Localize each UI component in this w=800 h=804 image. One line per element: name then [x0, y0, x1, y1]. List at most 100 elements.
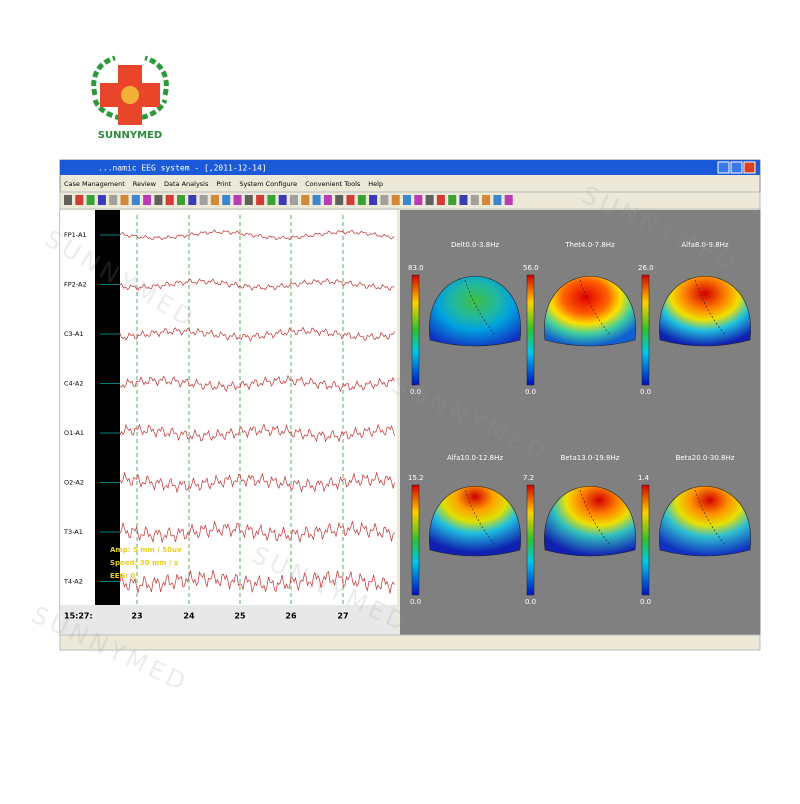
menu-bar: Case Management Review Data Analysis Print S…	[64, 180, 383, 188]
tool-icon[interactable]	[97, 195, 106, 205]
head-map	[544, 276, 636, 347]
channel-label: T4-A2	[63, 578, 83, 586]
channel-label: FP1-A1	[64, 231, 87, 239]
menu-item[interactable]: Convenient Tools	[305, 180, 361, 188]
color-min: 0.0	[525, 598, 536, 606]
tool-icon[interactable]	[177, 195, 185, 205]
second-label: 24	[183, 612, 195, 621]
tool-icon[interactable]	[143, 195, 152, 205]
brand: SUNNYMED	[98, 130, 162, 141]
tool-icon[interactable]	[222, 195, 231, 205]
tool-icon[interactable]	[86, 195, 95, 205]
menu-item[interactable]: Review	[133, 180, 157, 188]
tool-icon[interactable]	[244, 195, 253, 205]
map-title: Beta20.0-30.8Hz	[676, 454, 735, 462]
color-max: 83.0	[408, 264, 424, 272]
eeg-trace	[119, 423, 395, 443]
tool-icon[interactable]	[391, 195, 400, 205]
status-bar	[59, 634, 761, 651]
channel-label: FP2-A2	[64, 281, 87, 289]
tool-icon[interactable]	[448, 195, 457, 205]
marker-strip	[95, 210, 120, 605]
menu-item[interactable]: Data Analysis	[164, 180, 209, 188]
tool-icon[interactable]	[436, 195, 445, 205]
tool-icon[interactable]	[380, 195, 389, 205]
tool-icon[interactable]	[312, 195, 321, 205]
color-bar	[641, 274, 650, 386]
map-title: Beta13.0-19.8Hz	[561, 454, 620, 462]
menu-item[interactable]: Case Management	[64, 180, 125, 188]
channel-label: O1-A1	[64, 429, 84, 437]
tool-icon[interactable]	[165, 195, 174, 205]
topo-maps: Delt0.0-3.8Hz 83.0 0.0 Thet4.0-7.8Hz 56.0 0.0…	[408, 241, 751, 606]
minimize-button[interactable]	[717, 161, 730, 174]
tool-icon[interactable]	[120, 195, 129, 205]
tool-icon[interactable]	[75, 195, 84, 205]
eeg-trace	[119, 326, 395, 342]
color-bar	[526, 484, 535, 596]
head-contour	[579, 279, 611, 336]
menu-item[interactable]: Print	[216, 180, 231, 188]
tool-icon[interactable]	[470, 195, 479, 205]
tool-icon[interactable]	[459, 195, 468, 205]
tool-icon[interactable]	[504, 195, 513, 205]
menu-item[interactable]: Help	[368, 180, 383, 188]
color-max: 15.2	[408, 474, 424, 482]
tool-icon[interactable]	[369, 195, 378, 205]
second-label: 23	[131, 612, 142, 621]
tool-icon[interactable]	[493, 195, 502, 205]
info-text: EEG: 0	[110, 572, 136, 580]
channel-label: C3-A1	[64, 330, 83, 338]
tool-icon[interactable]	[188, 195, 197, 205]
eeg-trace	[119, 570, 395, 594]
tool-icon[interactable]	[346, 195, 355, 205]
tool-icon[interactable]	[131, 195, 140, 205]
tool-icon[interactable]	[425, 195, 434, 205]
map-title: Delt0.0-3.8Hz	[451, 241, 499, 249]
head-contour	[579, 489, 611, 546]
tool-icon[interactable]	[154, 195, 163, 205]
tool-icon[interactable]	[414, 195, 423, 205]
color-min: 0.0	[410, 598, 421, 606]
tool-icon[interactable]	[482, 195, 491, 205]
map-title: Alfa10.0-12.8Hz	[447, 454, 503, 462]
tool-icon[interactable]	[64, 195, 72, 205]
tool-icon[interactable]	[335, 195, 344, 205]
logo: SUNNYMED	[91, 55, 169, 141]
title-bar	[60, 160, 760, 175]
tool-icon[interactable]	[109, 195, 118, 205]
window-title: ...namic EEG system - [,2011-12-14]	[98, 164, 267, 173]
head-map	[429, 276, 521, 347]
color-bar	[641, 484, 650, 596]
color-max: 1.4	[638, 474, 650, 482]
second-label: 25	[234, 612, 246, 621]
tool-icon[interactable]	[403, 195, 411, 205]
color-max: 7.2	[523, 474, 534, 482]
tool-icon[interactable]	[301, 195, 310, 205]
tool-icon[interactable]	[290, 195, 298, 205]
time-bar	[60, 605, 397, 635]
tool-icon[interactable]	[233, 195, 242, 205]
head-contour	[694, 279, 726, 336]
close-button[interactable]	[743, 161, 756, 174]
maximize-button[interactable]	[730, 161, 743, 174]
eeg-trace	[119, 278, 395, 291]
second-label: 27	[337, 612, 348, 621]
tool-icon[interactable]	[278, 195, 287, 205]
tool-icon[interactable]	[256, 195, 265, 205]
tool-icon[interactable]	[210, 195, 219, 205]
head-contour	[464, 489, 496, 546]
menu-item[interactable]: System Configure	[239, 180, 297, 188]
tool-icon[interactable]	[357, 195, 366, 205]
tool-icon[interactable]	[199, 195, 208, 205]
head-contour	[694, 489, 726, 546]
tool-icon[interactable]	[267, 195, 276, 205]
head-map	[544, 486, 636, 557]
eeg-traces: 15:27: 23 24 25 26 27 FP1-A1 FP2-A2 C3-A1 C4-A2 O1…	[63, 215, 395, 621]
map-title: Alfa8.0-9.8Hz	[681, 241, 729, 249]
toolbar-icons	[64, 195, 513, 205]
info-text: Speed: 30 mm / s	[110, 559, 178, 567]
tool-icon[interactable]	[323, 195, 332, 205]
head-map	[659, 276, 751, 347]
